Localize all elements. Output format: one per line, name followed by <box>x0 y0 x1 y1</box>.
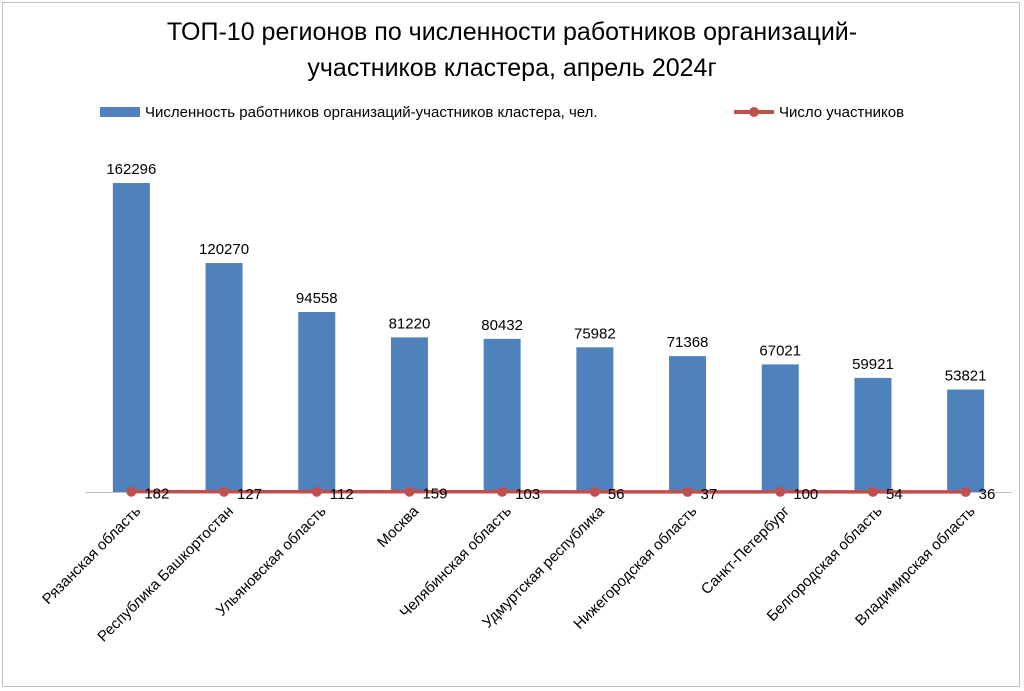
line-point <box>126 486 137 497</box>
bar <box>761 364 799 492</box>
bar-value-label: 94558 <box>296 290 338 307</box>
legend: Численность работников организаций-участ… <box>100 104 904 121</box>
bar <box>205 263 243 492</box>
line-point <box>219 486 230 497</box>
bar-value-label: 59921 <box>852 356 894 373</box>
plot-area: 162296 120270 94558 81220 80432 75982 71368 670… <box>39 161 1012 645</box>
line-point <box>311 486 322 497</box>
line-value-label: 127 <box>237 486 262 503</box>
legend-line-marker <box>749 107 759 117</box>
category-label: Москва <box>374 502 423 551</box>
bar <box>298 311 336 492</box>
line-point <box>867 486 878 497</box>
bar <box>947 389 985 492</box>
chart-title-line-1: ТОП-10 регионов по численности работнико… <box>166 18 858 46</box>
bar-value-label: 75982 <box>574 325 616 342</box>
bar <box>390 337 428 492</box>
bar-value-label: 71368 <box>667 334 709 351</box>
line-point <box>775 486 786 497</box>
bar-value-label: 53821 <box>945 368 987 385</box>
line-point <box>497 486 508 497</box>
line-value-label: 56 <box>608 486 625 503</box>
line-value-label: 103 <box>515 486 540 503</box>
line-value-label: 159 <box>422 486 447 503</box>
line-value-label: 112 <box>330 486 354 503</box>
bar <box>576 347 614 492</box>
line-value-label: 37 <box>701 486 718 503</box>
line-point <box>960 486 971 497</box>
bar-value-label: 81220 <box>389 315 431 332</box>
bar-value-label: 80432 <box>481 317 523 334</box>
line-point <box>404 486 415 497</box>
line-point <box>589 486 600 497</box>
chart-title-line-2: участников кластера, апрель 2024г <box>307 54 717 82</box>
line-point <box>682 486 693 497</box>
line-value-label: 100 <box>793 486 818 503</box>
category-label: Санкт-Петербург <box>698 502 794 598</box>
bar <box>669 356 707 492</box>
line-value-label: 54 <box>886 486 903 503</box>
bar <box>483 338 521 492</box>
line-value-label: 36 <box>979 486 996 503</box>
bar-value-label: 162296 <box>106 161 156 178</box>
legend-bar-swatch <box>100 107 140 117</box>
bar-value-label: 120270 <box>199 241 249 258</box>
chart-title: ТОП-10 регионов по численности работнико… <box>0 14 1024 86</box>
bar-value-label: 67021 <box>759 342 801 359</box>
legend-bar-label: Численность работников организаций-участ… <box>145 104 598 121</box>
bar <box>112 183 150 492</box>
category-label: Рязанская область <box>39 503 144 608</box>
legend-line-label: Число участников <box>779 104 904 121</box>
line-value-label: 182 <box>144 486 169 503</box>
bar <box>854 377 892 492</box>
